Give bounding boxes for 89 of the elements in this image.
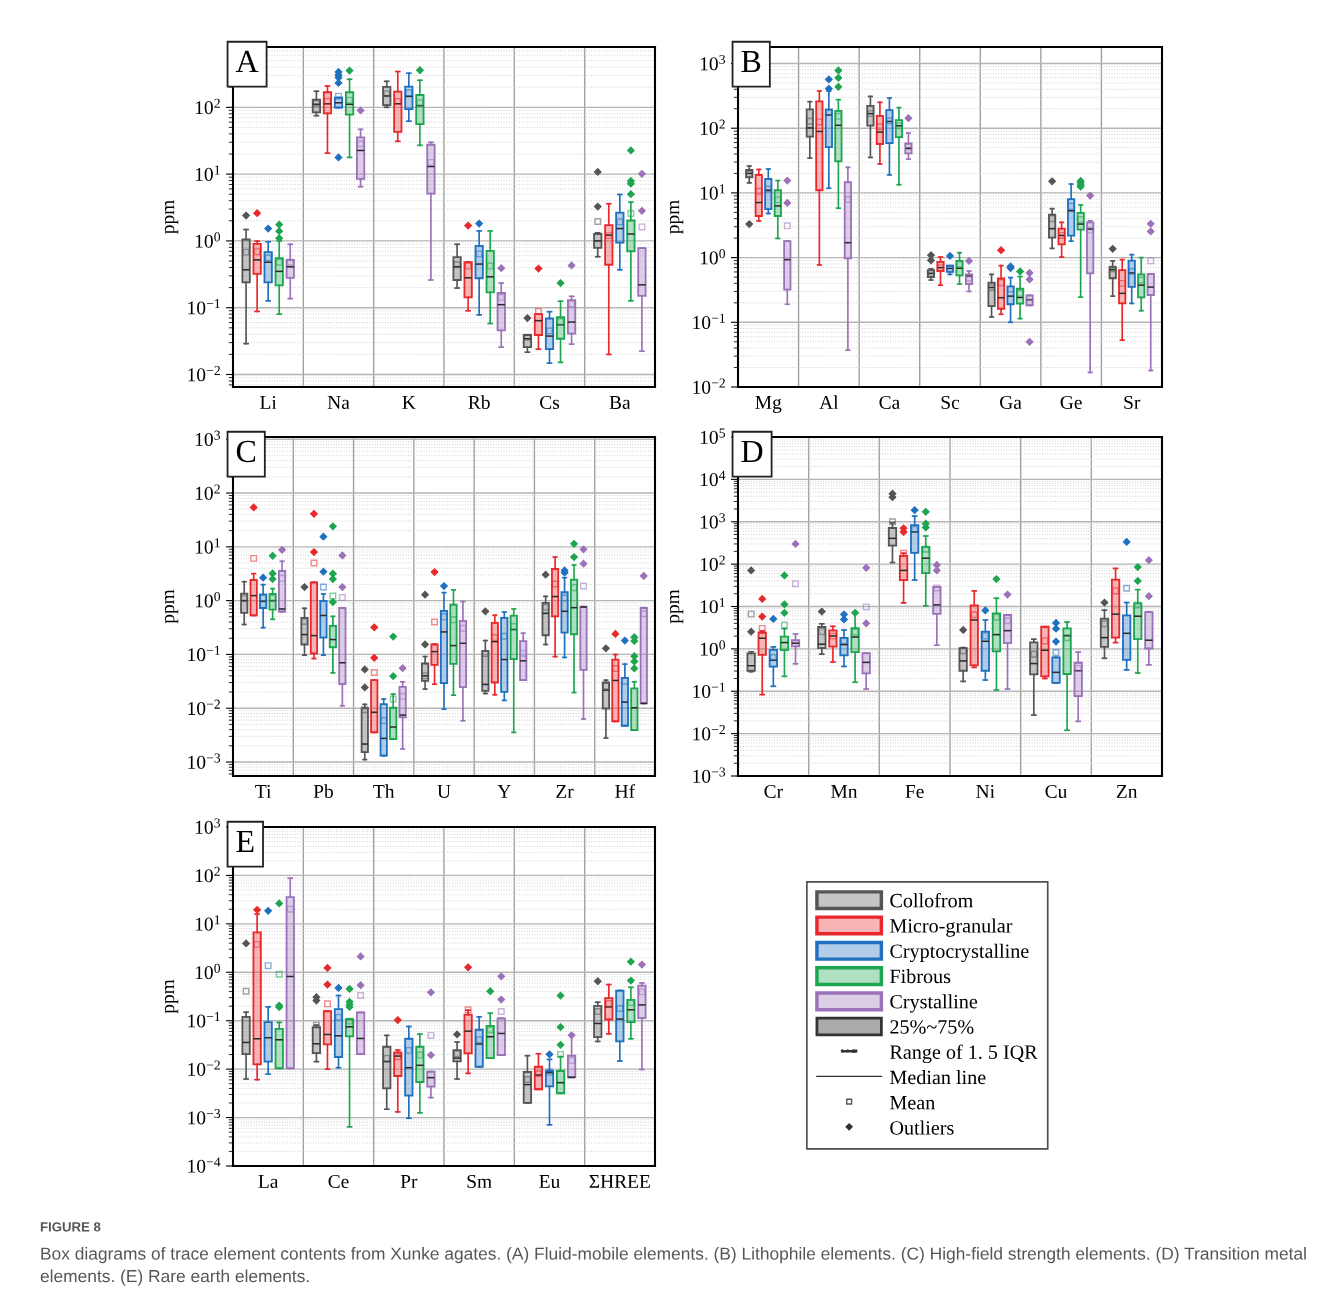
- x-tick-label: Eu: [539, 1175, 560, 1189]
- y-tick-label: 10$^{−1}$: [693, 313, 725, 330]
- y-tick-label: 10$^{2}$: [195, 98, 220, 115]
- x-tick-label: K: [402, 396, 416, 409]
- y-tick-label: 10$^{0}$: [195, 232, 221, 248]
- text: Box diagrams of trace element contents from Xunke agates. (A) Fluid-mobile elements. (B) Lithophile elements. (C) High-field strength elements. (D) Transition metal elements. (E) Rare earth elements.: [40, 1247, 1306, 1286]
- x-tick-label: Al: [819, 395, 839, 409]
- y-tick-label: 10$^{5}$: [700, 428, 726, 444]
- y-tick-label: 10$^{−2}$: [188, 699, 220, 716]
- y-tick-label: 10$^{−2}$: [188, 1060, 220, 1076]
- x-tick-label: Hf: [615, 784, 636, 798]
- x-tick-label: Sm: [467, 1174, 492, 1189]
- x-tick-label: La: [258, 1175, 279, 1189]
- x-tick-label: Cu: [1045, 784, 1068, 799]
- x-tick-label: Ti: [255, 784, 272, 798]
- y-tick-label: 10$^{−1}$: [188, 645, 220, 662]
- x-tick-label: Zn: [1116, 785, 1138, 798]
- y-tick-label: 10$^{0}$: [195, 963, 221, 980]
- y-tick-label: 10$^{1}$: [700, 184, 725, 200]
- x-tick-label: Rb: [468, 395, 490, 410]
- y-tick-label: 10$^{−4}$: [188, 1157, 221, 1173]
- y-tick-label: 10$^{−3}$: [188, 1108, 221, 1125]
- x-tick-label: Na: [327, 396, 350, 410]
- x-tick-label: Zr: [556, 785, 574, 798]
- y-axis-title: ppm: [669, 200, 684, 234]
- y-tick-label: 10$^{2}$: [700, 119, 725, 136]
- y-tick-label: 10$^{3}$: [195, 818, 221, 834]
- y-tick-label: 10$^{−3}$: [188, 753, 221, 769]
- y-axis-title: ppm: [669, 589, 684, 624]
- legend-label: Cryptocrystalline: [890, 943, 1029, 963]
- y-tick-label: 10$^{1}$: [195, 165, 220, 181]
- x-tick-label: Cs: [540, 395, 560, 410]
- y-tick-label: 10$^{0}$: [700, 640, 726, 656]
- x-tick-label: U: [437, 785, 451, 799]
- x-tick-label: Pb: [313, 784, 333, 799]
- y-tick-label: 10$^{3}$: [700, 54, 726, 71]
- y-tick-label: 10$^{3}$: [195, 430, 221, 447]
- y-tick-label: 10$^{−3}$: [693, 767, 726, 783]
- legend-label: Collofrom: [890, 893, 974, 908]
- text: Median line: [890, 1070, 986, 1085]
- caption: FIGURE 8: [40, 1222, 101, 1232]
- x-tick-label: Ce: [328, 1174, 349, 1189]
- y-tick-label: 10$^{0}$: [700, 248, 726, 265]
- y-tick-label: 10$^{2}$: [195, 484, 220, 500]
- y-tick-label: 10$^{−1}$: [188, 299, 220, 315]
- y-axis-title: ppm: [164, 589, 179, 624]
- x-tick-label: ΣHREE: [589, 1175, 650, 1188]
- x-tick-label: Y: [497, 785, 511, 798]
- legend-label: Fibrous: [890, 969, 951, 984]
- y-tick-label: 10$^{−2}$: [693, 378, 725, 394]
- x-tick-label: Mn: [831, 785, 858, 798]
- chart-title: C: [236, 440, 256, 463]
- x-tick-label: Ge: [1060, 395, 1082, 410]
- legend-label: Micro-granular: [890, 918, 1013, 937]
- text: Mean: [890, 1096, 935, 1110]
- y-tick-label: 10$^{2}$: [195, 866, 220, 883]
- x-tick-label: Fe: [905, 785, 924, 799]
- chart-title: A: [235, 50, 259, 72]
- x-tick-label: Sc: [941, 395, 960, 410]
- x-tick-label: Th: [373, 784, 395, 798]
- y-tick-label: 10$^{2}$: [700, 555, 725, 571]
- y-tick-label: 10$^{4}$: [700, 470, 726, 487]
- y-tick-label: 10$^{0}$: [195, 592, 221, 608]
- x-tick-label: Sr: [1124, 395, 1141, 410]
- chart-title: D: [741, 440, 763, 462]
- y-tick-label: 10$^{−2}$: [693, 725, 725, 741]
- x-tick-label: Cr: [764, 784, 783, 799]
- y-tick-label: 10$^{1}$: [195, 538, 220, 554]
- y-tick-label: 10$^{3}$: [700, 513, 726, 529]
- text: 25%~75%: [890, 1020, 974, 1034]
- y-tick-label: 10$^{−1}$: [188, 1012, 220, 1028]
- x-tick-label: Ga: [1000, 395, 1022, 410]
- y-tick-label: 10$^{1}$: [700, 597, 725, 614]
- x-tick-label: Ni: [976, 784, 995, 798]
- text: Outliers: [890, 1120, 954, 1135]
- x-tick-label: Pr: [400, 1175, 418, 1188]
- x-tick-label: Ba: [609, 396, 631, 410]
- legend-label: Crystalline: [890, 994, 978, 1013]
- x-tick-label: Ca: [879, 395, 900, 410]
- y-axis-title: ppm: [164, 200, 179, 234]
- y-tick-label: 10$^{−2}$: [188, 365, 220, 382]
- y-tick-label: 10$^{−1}$: [693, 682, 725, 699]
- text: Range of 1. 5 IQR: [890, 1044, 1038, 1064]
- x-tick-label: Mg: [755, 396, 782, 413]
- x-tick-label: Li: [260, 395, 277, 409]
- chart-title: B: [741, 50, 761, 72]
- chart-title: E: [236, 830, 254, 852]
- y-tick-label: 10$^{1}$: [195, 915, 220, 931]
- y-axis-title: ppm: [164, 979, 179, 1014]
